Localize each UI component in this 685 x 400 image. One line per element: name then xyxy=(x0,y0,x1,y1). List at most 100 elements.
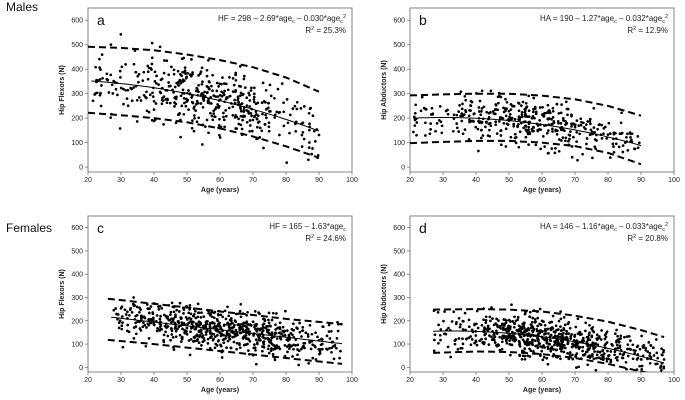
data-point xyxy=(213,325,217,328)
data-point xyxy=(106,78,110,82)
data-point xyxy=(661,374,664,377)
data-point xyxy=(211,118,215,122)
data-point xyxy=(517,118,520,121)
data-point xyxy=(217,124,221,127)
data-point xyxy=(262,345,266,349)
data-point xyxy=(595,139,598,142)
data-point xyxy=(481,341,484,344)
data-point xyxy=(278,133,281,137)
data-point xyxy=(553,343,556,347)
data-point xyxy=(562,344,566,347)
data-point xyxy=(294,129,298,133)
prediction-band-upper xyxy=(410,92,642,117)
data-point xyxy=(597,123,601,127)
data-point xyxy=(224,114,228,118)
data-point xyxy=(219,326,222,330)
data-point xyxy=(135,98,139,102)
data-point xyxy=(532,96,536,100)
data-point xyxy=(117,321,121,325)
data-point xyxy=(459,114,462,118)
data-point xyxy=(551,314,555,318)
data-point xyxy=(134,70,138,74)
data-point xyxy=(226,339,230,343)
data-point xyxy=(253,115,256,119)
data-point xyxy=(499,134,503,137)
data-point xyxy=(292,322,295,326)
data-point xyxy=(316,154,320,157)
data-point xyxy=(500,322,504,326)
data-point xyxy=(190,126,194,130)
y-tick-label: 0 xyxy=(401,165,405,172)
data-point xyxy=(627,335,631,338)
data-point xyxy=(194,322,198,326)
data-point xyxy=(510,117,513,121)
data-point xyxy=(188,353,192,357)
data-point xyxy=(459,323,462,326)
data-point xyxy=(196,302,200,306)
data-point xyxy=(460,112,464,115)
data-point xyxy=(241,118,244,122)
data-point xyxy=(161,99,165,102)
regression-line xyxy=(433,330,665,364)
data-point xyxy=(167,318,171,322)
data-point xyxy=(542,320,545,324)
data-point xyxy=(617,340,621,344)
data-point xyxy=(172,348,176,351)
data-point xyxy=(652,354,656,357)
data-point xyxy=(498,94,501,98)
data-point xyxy=(177,84,180,87)
data-point xyxy=(222,118,226,122)
data-point xyxy=(654,338,658,341)
data-point xyxy=(509,108,513,111)
data-point xyxy=(644,348,648,352)
data-point xyxy=(443,310,446,313)
x-tick-label: 50 xyxy=(505,377,513,384)
data-point xyxy=(288,113,292,117)
data-point xyxy=(207,58,210,62)
data-point xyxy=(260,129,264,133)
y-axis-label: Hip Flexors (N) xyxy=(59,269,66,319)
data-point xyxy=(622,352,626,356)
data-point xyxy=(498,335,502,339)
data-point xyxy=(623,335,626,339)
data-point xyxy=(277,331,281,335)
data-point xyxy=(609,358,613,362)
data-points xyxy=(412,89,641,162)
data-point xyxy=(519,335,523,339)
data-point xyxy=(178,73,182,76)
data-point xyxy=(141,325,145,329)
data-point xyxy=(593,350,596,353)
x-tick-label: 40 xyxy=(150,377,158,384)
data-point xyxy=(169,310,173,314)
data-point xyxy=(571,342,574,346)
data-point xyxy=(640,364,644,368)
y-tick-label: 400 xyxy=(71,67,83,74)
data-point xyxy=(239,114,243,118)
data-point xyxy=(126,310,129,314)
data-point xyxy=(124,63,127,66)
data-point xyxy=(208,332,212,335)
data-point xyxy=(151,312,155,316)
data-point xyxy=(250,114,253,118)
data-point xyxy=(245,96,249,100)
data-point xyxy=(621,356,625,360)
data-point xyxy=(136,74,140,78)
data-point xyxy=(152,108,156,111)
data-point xyxy=(618,344,622,348)
data-point xyxy=(523,357,527,361)
data-point xyxy=(275,110,279,114)
data-point xyxy=(267,328,271,332)
data-point xyxy=(550,320,554,324)
data-point xyxy=(256,342,259,346)
data-point xyxy=(203,90,206,94)
data-point xyxy=(194,103,198,106)
data-point xyxy=(269,338,273,342)
data-point xyxy=(467,325,471,329)
data-point xyxy=(199,316,203,319)
data-point xyxy=(504,114,508,118)
data-point xyxy=(636,344,640,348)
data-point xyxy=(196,339,199,342)
data-point xyxy=(190,58,193,61)
data-point xyxy=(268,324,272,328)
group-label-females: Females xyxy=(6,221,53,235)
